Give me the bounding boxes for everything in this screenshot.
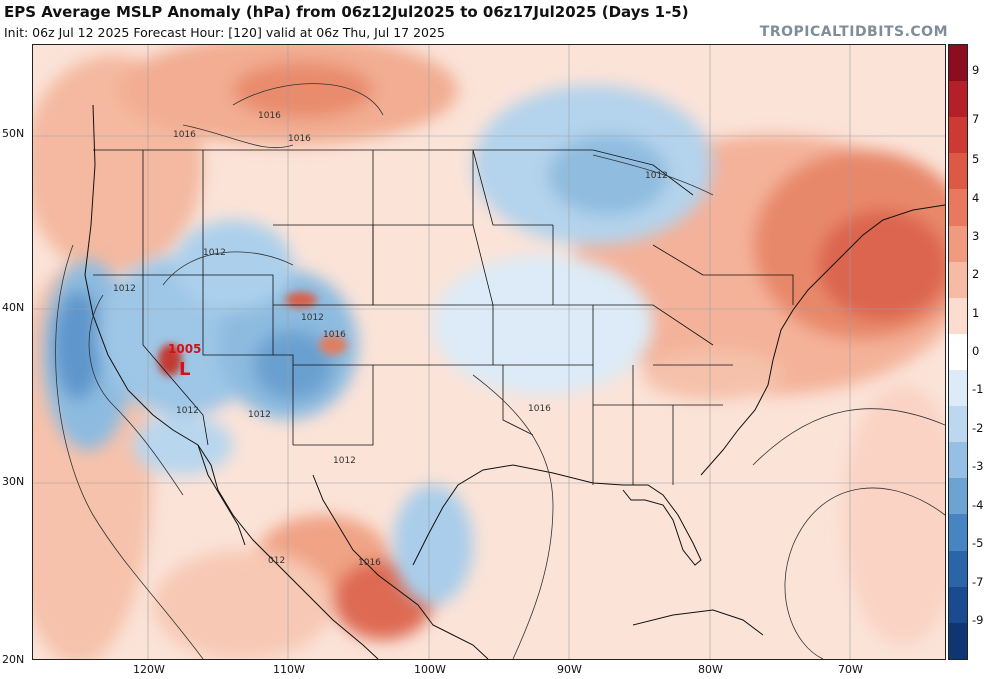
colorbar-label: -4 <box>972 498 984 512</box>
low-pressure-symbol: L <box>179 359 190 380</box>
colorbar-label: 2 <box>972 267 980 281</box>
isobar-label: 1016 <box>528 404 551 414</box>
state-borders <box>93 149 794 485</box>
lon-label: 120W <box>133 663 165 676</box>
colorbar-segment <box>949 153 967 190</box>
lon-label: 70W <box>838 663 863 676</box>
isobar-label: 012 <box>268 556 285 566</box>
map-canvas: 1016 1016 1016 1012 1012 1012 1012 1012 … <box>33 45 945 659</box>
isobar-label: 1016 <box>358 558 381 568</box>
isobar-label: 1016 <box>258 111 281 121</box>
colorbar-label: -7 <box>972 575 984 589</box>
strong-low-core <box>158 292 347 376</box>
colorbar-label: -3 <box>972 459 984 473</box>
isobar-label: 1012 <box>113 284 136 294</box>
colorbar-label: -9 <box>972 613 984 627</box>
colorbar-label: -5 <box>972 536 984 550</box>
colorbar-segment <box>949 297 967 334</box>
low-pressure-value: 1005 <box>168 342 201 356</box>
anomaly-map: 1016 1016 1016 1012 1012 1012 1012 1012 … <box>32 44 946 660</box>
colorbar-label: 7 <box>972 112 980 126</box>
colorbar-label: 0 <box>972 344 980 358</box>
lat-label: 40N <box>2 301 25 314</box>
isobar-label: 1012 <box>176 406 199 416</box>
colorbar-segment <box>949 586 967 623</box>
isobar-label: 1012 <box>248 410 271 420</box>
colorbar-segment <box>949 45 967 82</box>
coastlines <box>84 104 945 659</box>
colorbar-label: 5 <box>972 152 980 166</box>
isobar-label: 1012 <box>301 313 324 323</box>
lon-label: 80W <box>698 663 723 676</box>
colorbar-segment <box>949 369 967 407</box>
isobar-label: 1016 <box>323 330 346 340</box>
colorbar-label: 3 <box>972 229 980 243</box>
isobar-label-group: 1016 1016 1016 1012 1012 1012 1012 1012 … <box>113 111 668 568</box>
colorbar-label: 9 <box>972 63 980 77</box>
colorbar-segment <box>949 225 967 262</box>
colorbar-label: 4 <box>972 191 980 205</box>
chart-subtitle: Init: 06z Jul 12 2025 Forecast Hour: [12… <box>4 25 445 40</box>
isobar-label: 1016 <box>173 130 196 140</box>
lat-label: 30N <box>2 475 25 488</box>
colorbar-label: -1 <box>972 382 984 396</box>
isobar-label: 1012 <box>645 171 668 181</box>
colorbar-segment <box>949 189 967 226</box>
colorbar-label: -2 <box>972 421 984 435</box>
lon-label: 100W <box>414 663 446 676</box>
site-credit: TROPICALTIDBITS.COM <box>759 24 948 40</box>
colorbar-segment <box>949 406 967 443</box>
lat-label: 20N <box>2 653 25 666</box>
low-pressure-center: 1005 L <box>168 342 201 380</box>
isobar-label: 1012 <box>203 248 226 258</box>
lon-label: 90W <box>557 663 582 676</box>
isobar-lines <box>55 83 945 659</box>
colorbar-segment <box>949 333 967 370</box>
colorbar-segment <box>949 514 967 551</box>
colorbar-label: 1 <box>972 306 980 320</box>
colorbar-segment <box>949 442 967 479</box>
colorbar-segment <box>949 622 967 659</box>
graticule <box>33 45 945 659</box>
colorbar-segment <box>949 550 967 587</box>
isobar-label: 1016 <box>288 134 311 144</box>
lat-label: 50N <box>2 127 25 140</box>
lon-label: 110W <box>273 663 305 676</box>
anomaly-colorbar <box>948 44 968 660</box>
colorbar-segment <box>949 117 967 154</box>
colorbar-segment <box>949 81 967 118</box>
isobar-label: 1012 <box>333 456 356 466</box>
colorbar-segment <box>949 478 967 515</box>
colorbar-segment <box>949 261 967 298</box>
chart-title: EPS Average MSLP Anomaly (hPa) from 06z1… <box>4 3 689 21</box>
